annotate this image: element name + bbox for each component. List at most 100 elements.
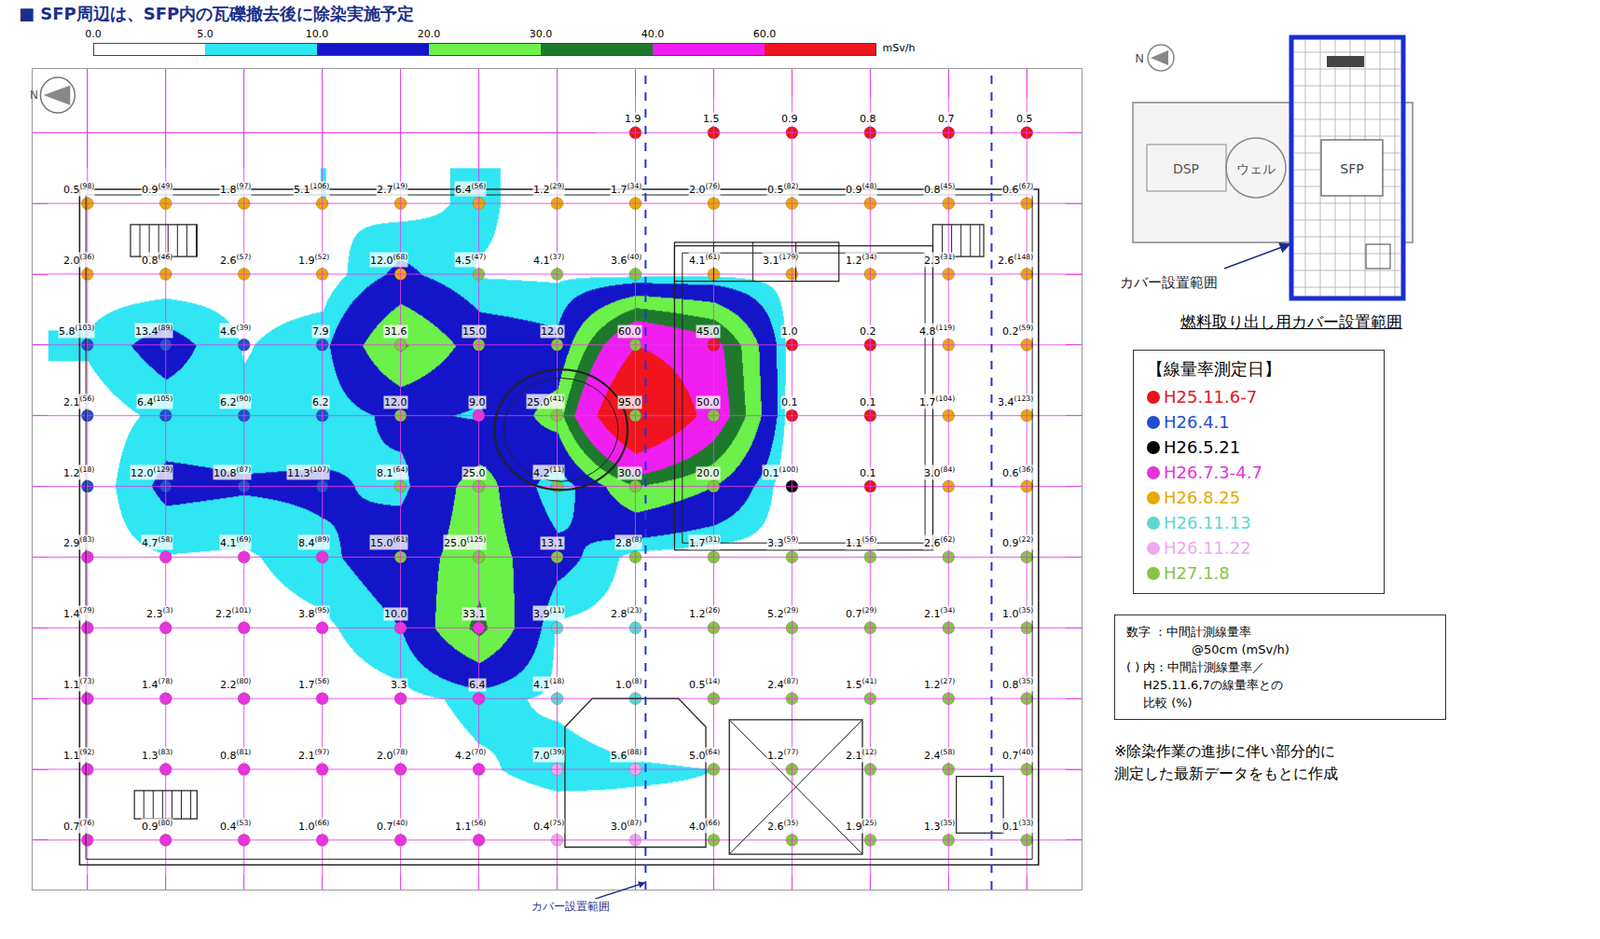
svg-text:1.2​(27)​: 1.2​(27)​ [924,676,955,691]
svg-text:1.2​(29)​: 1.2​(29)​ [533,181,565,196]
svg-text:0.2: 0.2 [859,325,877,338]
svg-text:4.6​(39)​: 4.6​(39)​ [220,323,251,338]
svg-text:2.6​(148)​: 2.6​(148)​ [997,252,1034,267]
svg-text:30.0: 30.0 [618,467,642,480]
svg-text:1.2​(77)​: 1.2​(77)​ [767,747,799,762]
svg-text:2.3​(3)​: 2.3​(3)​ [146,606,173,621]
svg-text:15.0: 15.0 [462,325,486,338]
svg-text:1.0​(8)​: 1.0​(8)​ [615,676,642,691]
svg-text:0.5​(82)​: 0.5​(82)​ [767,181,799,196]
svg-text:0.6​(67)​: 0.6​(67)​ [1002,181,1034,196]
svg-text:5.2​(29)​: 5.2​(29)​ [767,606,799,621]
svg-text:0.2​(59)​: 0.2​(59)​ [1002,323,1034,338]
svg-text:1.1​(73)​: 1.1​(73)​ [63,676,95,691]
svg-text:0.7​(29)​: 0.7​(29)​ [845,606,877,621]
svg-text:20.0: 20.0 [696,467,720,480]
svg-text:33.1: 33.1 [462,607,486,621]
svg-text:1.7​(31)​: 1.7​(31)​ [689,535,720,550]
svg-text:4.8​(119)​: 4.8​(119)​ [919,323,955,338]
svg-text:DSP: DSP [1172,161,1200,177]
svg-text:4.0​(66)​: 4.0​(66)​ [689,818,720,833]
svg-text:8.4​(89)​: 8.4​(89)​ [298,535,330,550]
svg-text:カバー設置範囲: カバー設置範囲 [1119,274,1218,291]
svg-text:1.5: 1.5 [703,112,720,125]
svg-text:2.0​(78)​: 2.0​(78)​ [376,747,408,762]
svg-text:0.9: 0.9 [781,112,799,125]
svg-text:0.1​(33)​: 0.1​(33)​ [1002,818,1034,833]
svg-text:4.2​(11)​: 4.2​(11)​ [533,465,565,480]
svg-text:13.1: 13.1 [540,537,565,550]
svg-text:0.5​(14)​: 0.5​(14)​ [689,676,720,691]
svg-text:0.8​(81)​: 0.8​(81)​ [220,747,251,762]
svg-text:4.7​(58)​: 4.7​(58)​ [141,535,173,550]
svg-text:25.0: 25.0 [462,467,486,480]
svg-text:1.8​(97)​: 1.8​(97)​ [220,181,251,196]
svg-text:15.0​(61)​: 15.0​(61)​ [370,535,408,550]
svg-text:1.4​(79)​: 1.4​(79)​ [63,606,95,621]
svg-text:3.1​(179)​: 3.1​(179)​ [762,252,799,267]
svg-text:0.5​(98)​: 0.5​(98)​ [63,181,95,196]
svg-text:5.6​(88)​: 5.6​(88)​ [610,747,642,762]
svg-text:10.8​(87)​: 10.8​(87)​ [213,465,251,480]
svg-text:1.1​(92)​: 1.1​(92)​ [63,747,95,762]
svg-text:1.0​(35)​: 1.0​(35)​ [1002,606,1034,621]
svg-text:2.1​(34)​: 2.1​(34)​ [924,606,955,621]
svg-text:12.0: 12.0 [384,396,408,409]
svg-text:1.0​(66)​: 1.0​(66)​ [298,818,330,833]
svg-text:ウェル: ウェル [1236,161,1276,177]
svg-text:1.2​(18)​: 1.2​(18)​ [63,465,95,480]
svg-text:6.4​(56)​: 6.4​(56)​ [455,181,486,196]
svg-text:3.8​(95)​: 3.8​(95)​ [298,606,330,621]
svg-text:1.7​(34)​: 1.7​(34)​ [610,181,642,196]
svg-text:12.0: 12.0 [540,325,565,338]
svg-text:0.8​(45)​: 0.8​(45)​ [924,181,955,196]
svg-text:2.9​(83)​: 2.9​(83)​ [63,535,95,550]
svg-text:1.9​(25)​: 1.9​(25)​ [845,818,877,833]
svg-text:25.0​(41)​: 25.0​(41)​ [526,394,565,409]
svg-text:0.7: 0.7 [937,112,955,125]
svg-text:7.9: 7.9 [312,325,330,338]
svg-text:2.1​(56)​: 2.1​(56)​ [63,394,95,409]
svg-text:2.8​(8)​: 2.8​(8)​ [615,535,642,550]
svg-text:2.6​(35)​: 2.6​(35)​ [767,818,799,833]
svg-text:6.4​(105)​: 6.4​(105)​ [137,394,173,409]
svg-text:2.0​(36)​: 2.0​(36)​ [63,252,95,267]
svg-text:0.7​(40)​: 0.7​(40)​ [1002,747,1034,762]
svg-text:0.8​(46)​: 0.8​(46)​ [141,252,173,267]
svg-text:2.0​(76)​: 2.0​(76)​ [689,181,720,196]
svg-text:1.7​(56)​: 1.7​(56)​ [298,676,330,691]
svg-text:8.1​(64)​: 8.1​(64)​ [376,465,408,480]
svg-text:2.7​(19)​: 2.7​(19)​ [376,181,408,196]
svg-text:45.0: 45.0 [696,325,720,338]
svg-text:0.1: 0.1 [781,396,799,409]
svg-text:6.2​(90)​: 6.2​(90)​ [220,394,251,409]
svg-text:2.4​(87)​: 2.4​(87)​ [767,676,799,691]
svg-text:6.4: 6.4 [468,678,486,691]
svg-text:5.0​(64)​: 5.0​(64)​ [689,747,720,762]
svg-text:13.4​(89)​: 13.4​(89)​ [135,323,173,338]
svg-text:25.0​(125)​: 25.0​(125)​ [443,535,486,550]
svg-text:2.4​(58)​: 2.4​(58)​ [924,747,955,762]
svg-text:1.0: 1.0 [781,325,799,338]
svg-text:2.8​(23)​: 2.8​(23)​ [610,606,642,621]
svg-text:3.3: 3.3 [390,678,408,691]
svg-text:4.5​(47)​: 4.5​(47)​ [455,252,486,267]
svg-text:4.2​(70)​: 4.2​(70)​ [455,747,486,762]
svg-text:11.3​(107)​: 11.3​(107)​ [287,465,330,480]
svg-text:0.7​(40)​: 0.7​(40)​ [376,818,408,833]
svg-text:5.8​(103)​: 5.8​(103)​ [58,323,95,338]
svg-text:2.2​(101)​: 2.2​(101)​ [215,606,251,621]
svg-text:3.3​(59)​: 3.3​(59)​ [767,535,799,550]
svg-text:9.0: 9.0 [468,396,486,409]
svg-text:0.1: 0.1 [859,396,877,409]
svg-text:1.2​(34)​: 1.2​(34)​ [845,252,877,267]
svg-text:0.9​(49)​: 0.9​(49)​ [141,181,173,196]
svg-text:1.4​(78)​: 1.4​(78)​ [141,676,173,691]
svg-text:3.0​(87)​: 3.0​(87)​ [610,818,642,833]
svg-text:SFP: SFP [1339,161,1364,177]
svg-text:31.6: 31.6 [384,325,408,338]
svg-text:0.8: 0.8 [859,112,877,125]
svg-text:0.4​(53)​: 0.4​(53)​ [220,818,251,833]
svg-text:3.4​(123)​: 3.4​(123)​ [997,394,1034,409]
svg-text:0.7​(76)​: 0.7​(76)​ [63,818,95,833]
